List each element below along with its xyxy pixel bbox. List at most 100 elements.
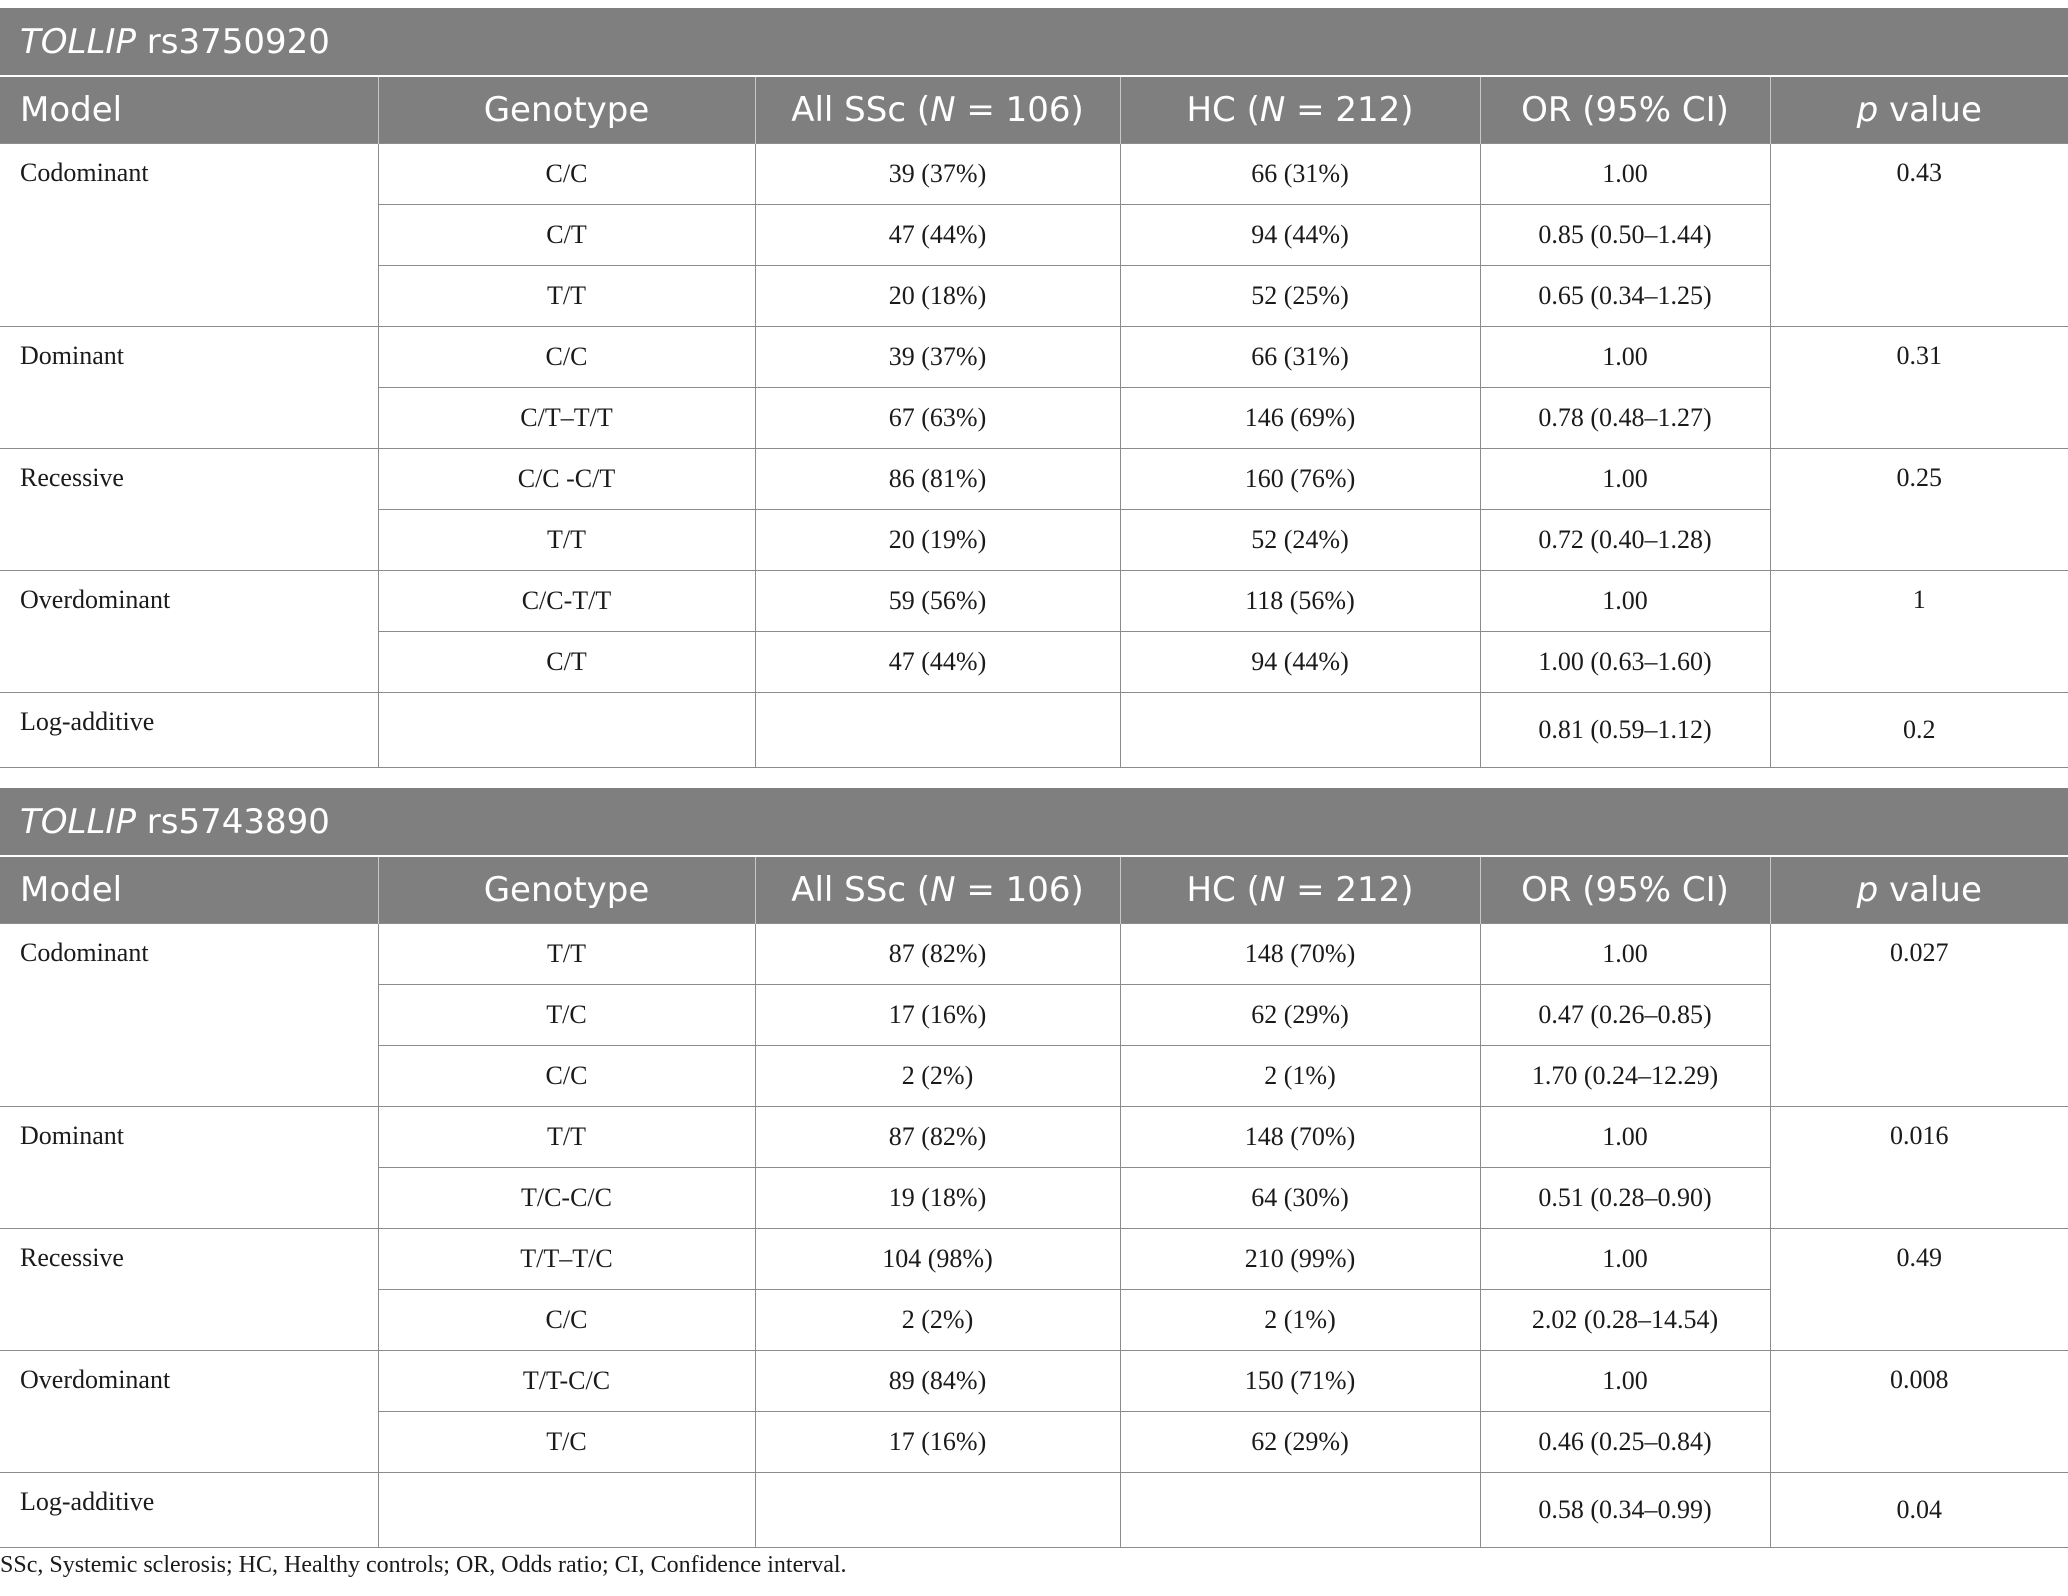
header-hc-suffix: = 212) xyxy=(1285,90,1414,130)
genotype-cell: C/C xyxy=(377,326,756,388)
ssc-cell: 19 (18%) xyxy=(754,1167,1121,1229)
p-value-cell: 1 xyxy=(1769,570,2068,693)
table-row: Log-additive 0.81 (0.59–1.12) 0.2 xyxy=(0,692,2068,768)
gene-name: TOLLIP xyxy=(20,21,136,62)
table-row: Log-additive 0.58 (0.34–0.99) 0.04 xyxy=(0,1472,2068,1548)
model-cell: Codominant xyxy=(0,923,379,1107)
ssc-cell: 86 (81%) xyxy=(754,448,1121,510)
genotype-table-rs5743890: TOLLIP rs5743890 Model Genotype All SSc … xyxy=(0,788,2068,1548)
or-cell: 0.65 (0.34–1.25) xyxy=(1479,265,1771,327)
hc-cell: 148 (70%) xyxy=(1119,923,1481,985)
p-value-cell: 0.04 xyxy=(1769,1472,2068,1548)
ssc-cell: 2 (2%) xyxy=(754,1289,1121,1351)
table-row: T/C 17 (16%) 62 (29%) 0.46 (0.25–0.84) xyxy=(0,1411,2068,1473)
ssc-cell: 89 (84%) xyxy=(754,1350,1121,1412)
genotype-cell: T/C xyxy=(377,1411,756,1473)
or-cell: 0.85 (0.50–1.44) xyxy=(1479,204,1771,266)
table-row: T/T 20 (18%) 52 (25%) 0.65 (0.34–1.25) xyxy=(0,265,2068,327)
header-genotype: Genotype xyxy=(377,856,755,924)
header-hc-prefix: HC ( xyxy=(1186,90,1260,130)
or-cell: 1.70 (0.24–12.29) xyxy=(1479,1045,1771,1107)
genotype-cell xyxy=(377,1472,756,1548)
header-genotype: Genotype xyxy=(377,76,755,144)
model-cell: Dominant xyxy=(0,326,379,449)
genotype-cell: C/C xyxy=(377,1045,756,1107)
genotype-cell xyxy=(377,692,756,768)
hc-cell: 2 (1%) xyxy=(1119,1045,1481,1107)
genotype-cell: C/C xyxy=(377,1289,756,1351)
hc-cell: 62 (29%) xyxy=(1119,984,1481,1046)
table-title-row: TOLLIP rs3750920 xyxy=(0,8,2068,77)
header-model: Model xyxy=(0,76,378,144)
header-all-ssc-prefix: All SSc ( xyxy=(791,90,931,130)
genotype-cell: C/T–T/T xyxy=(377,387,756,449)
genotype-cell: T/T xyxy=(377,1106,756,1168)
p-value-cell: 0.25 xyxy=(1769,448,2068,571)
or-cell: 0.78 (0.48–1.27) xyxy=(1479,387,1771,449)
ssc-cell: 20 (19%) xyxy=(754,509,1121,571)
hc-cell xyxy=(1119,692,1481,768)
header-or: OR (95% CI) xyxy=(1479,856,1770,924)
or-cell: 0.47 (0.26–0.85) xyxy=(1479,984,1771,1046)
table-row: Recessive T/T–T/C 104 (98%) 210 (99%) 1.… xyxy=(0,1228,2068,1351)
hc-cell: 2 (1%) xyxy=(1119,1289,1481,1351)
table-title: TOLLIP rs3750920 xyxy=(0,8,2068,77)
table-row: Overdominant C/C-T/T 59 (56%) 118 (56%) … xyxy=(0,570,2068,693)
or-cell: 1.00 xyxy=(1479,143,1771,205)
header-or: OR (95% CI) xyxy=(1479,76,1770,144)
or-cell: 0.72 (0.40–1.28) xyxy=(1479,509,1771,571)
p-value-cell: 0.2 xyxy=(1769,692,2068,768)
or-cell: 1.00 xyxy=(1479,448,1771,510)
ssc-cell: 87 (82%) xyxy=(754,923,1121,985)
table-row: Overdominant T/T-C/C 89 (84%) 150 (71%) … xyxy=(0,1350,2068,1473)
or-cell: 1.00 xyxy=(1479,1228,1771,1290)
model-cell: Recessive xyxy=(0,448,379,571)
genotype-cell: T/C xyxy=(377,984,756,1046)
genotype-cell: T/T-C/C xyxy=(377,1350,756,1412)
hc-cell: 148 (70%) xyxy=(1119,1106,1481,1168)
header-p-value: p value xyxy=(1769,856,2068,924)
ssc-cell: 47 (44%) xyxy=(754,204,1121,266)
genotype-cell: T/T xyxy=(377,509,756,571)
table-row: Dominant C/C 39 (37%) 66 (31%) 1.00 0.31 xyxy=(0,326,2068,449)
gene-name: TOLLIP xyxy=(20,801,136,842)
genotype-cell: T/T xyxy=(377,923,756,985)
hc-cell: 66 (31%) xyxy=(1119,326,1481,388)
table-row: C/T 47 (44%) 94 (44%) 1.00 (0.63–1.60) xyxy=(0,631,2068,693)
header-p-value: p value xyxy=(1769,76,2068,144)
header-hc-n: N xyxy=(1259,870,1286,910)
or-cell: 0.46 (0.25–0.84) xyxy=(1479,1411,1771,1473)
table-title-row: TOLLIP rs5743890 xyxy=(0,788,2068,857)
p-value-cell: 0.31 xyxy=(1769,326,2068,449)
hc-cell: 150 (71%) xyxy=(1119,1350,1481,1412)
column-header-row: Model Genotype All SSc (N = 106) HC (N =… xyxy=(0,76,2068,144)
genotype-cell: C/C-T/T xyxy=(377,570,756,632)
ssc-cell: 87 (82%) xyxy=(754,1106,1121,1168)
ssc-cell: 17 (16%) xyxy=(754,984,1121,1046)
p-value-cell: 0.49 xyxy=(1769,1228,2068,1351)
header-all-ssc: All SSc (N = 106) xyxy=(754,856,1120,924)
header-all-ssc-prefix: All SSc ( xyxy=(791,870,931,910)
model-cell: Overdominant xyxy=(0,570,379,693)
genotype-table-rs3750920: TOLLIP rs3750920 Model Genotype All SSc … xyxy=(0,8,2068,768)
ssc-cell: 20 (18%) xyxy=(754,265,1121,327)
header-all-ssc: All SSc (N = 106) xyxy=(754,76,1120,144)
table-row: T/T 20 (19%) 52 (24%) 0.72 (0.40–1.28) xyxy=(0,509,2068,571)
ssc-cell: 2 (2%) xyxy=(754,1045,1121,1107)
genotype-cell: T/T xyxy=(377,265,756,327)
or-cell: 1.00 xyxy=(1479,570,1771,632)
p-value-cell: 0.027 xyxy=(1769,923,2068,1107)
or-cell: 1.00 xyxy=(1479,1106,1771,1168)
ssc-cell xyxy=(754,692,1121,768)
hc-cell: 66 (31%) xyxy=(1119,143,1481,205)
p-value-cell: 0.016 xyxy=(1769,1106,2068,1229)
header-p-italic: p xyxy=(1856,870,1879,910)
table-row: Codominant C/C 39 (37%) 66 (31%) 1.00 0.… xyxy=(0,143,2068,327)
hc-cell: 160 (76%) xyxy=(1119,448,1481,510)
p-value-cell: 0.43 xyxy=(1769,143,2068,327)
model-cell: Log-additive xyxy=(0,1472,379,1548)
ssc-cell: 47 (44%) xyxy=(754,631,1121,693)
ssc-cell: 104 (98%) xyxy=(754,1228,1121,1290)
or-cell: 0.81 (0.59–1.12) xyxy=(1479,692,1771,768)
hc-cell xyxy=(1119,1472,1481,1548)
